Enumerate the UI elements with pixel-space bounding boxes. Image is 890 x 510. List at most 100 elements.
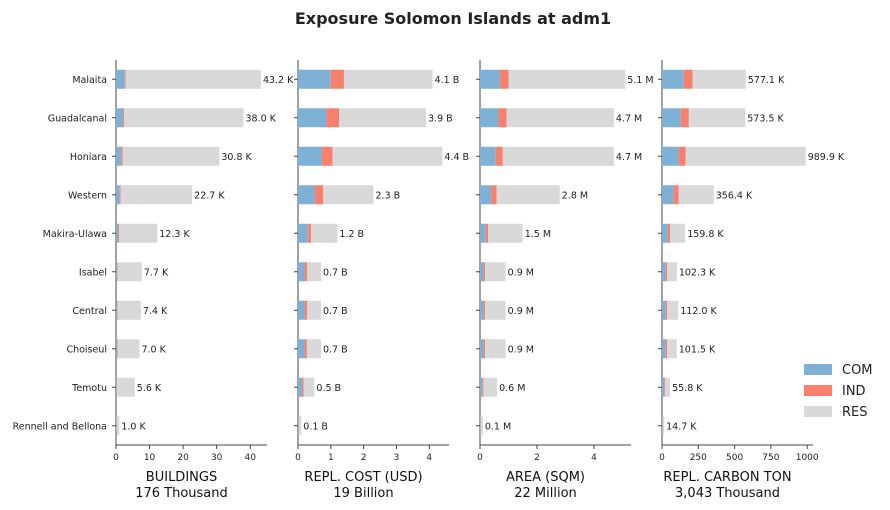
bar-ind	[307, 223, 312, 243]
bar-com	[662, 185, 674, 205]
bar-ind	[124, 69, 126, 89]
total-label: 989.9 K	[808, 152, 845, 163]
bar-com	[662, 377, 665, 397]
bar-com	[298, 146, 322, 166]
bar-com	[298, 377, 302, 397]
x-axis-label: AREA (SQM)	[506, 470, 585, 485]
bar-res	[688, 108, 746, 128]
bar-res	[116, 416, 120, 436]
total-label: 1.2 B	[339, 229, 364, 240]
x-tick-label: 10	[144, 453, 156, 463]
bar-res	[508, 69, 626, 89]
bar-res	[665, 377, 671, 397]
total-label: 22.7 K	[194, 190, 225, 201]
total-label: 577.1 K	[748, 75, 785, 86]
bar-res	[692, 69, 746, 89]
total-label: 0.1 M	[485, 421, 511, 432]
bar-res	[667, 300, 679, 320]
bar-res	[117, 300, 141, 320]
panel-2: 0 2 4 5.1 M 4.7 M 4.7 M 2.8 M 1.5 M 0.9 M 0.9 M 0.…	[476, 60, 654, 501]
x-tick-label: 4	[426, 453, 432, 463]
bar-res	[311, 223, 338, 243]
legend-swatch-com	[804, 364, 832, 375]
legend: COM IND RES	[804, 363, 873, 420]
category-label: Guadalcanal	[48, 113, 107, 124]
bar-ind	[665, 300, 668, 320]
bar-com	[662, 262, 666, 282]
x-tick-label: 3	[394, 453, 400, 463]
x-tick-label: 0	[659, 453, 665, 463]
total-label: 0.5 B	[316, 383, 341, 394]
x-tick-label: 4	[591, 453, 597, 463]
bar-com	[662, 146, 679, 166]
bar-com	[298, 185, 316, 205]
bar-ind	[117, 262, 118, 282]
bar-com	[298, 69, 331, 89]
bar-res	[303, 377, 315, 397]
total-label: 102.3 K	[679, 267, 716, 278]
bar-ind	[483, 262, 486, 282]
x-tick-label: 20	[177, 453, 189, 463]
bar-ind	[321, 146, 333, 166]
total-label: 4.7 M	[616, 152, 642, 163]
bar-com	[662, 108, 681, 128]
bar-res	[667, 339, 677, 359]
total-label: 159.8 K	[687, 229, 724, 240]
total-label: 1.5 M	[525, 229, 551, 240]
bar-com	[480, 339, 484, 359]
bar-com	[298, 339, 305, 359]
bar-ind	[665, 262, 668, 282]
bar-com	[480, 146, 496, 166]
bar-res	[485, 262, 506, 282]
panel-1: 0 1 2 3 4 4.1 B 3.9 B 4.4 B 2.3 B 1.2 B 0.7 B 0.7 B…	[294, 60, 469, 501]
total-label: 0.7 B	[323, 306, 348, 317]
bar-ind	[304, 300, 308, 320]
bar-com	[116, 223, 119, 243]
bar-ind	[680, 108, 689, 128]
bar-com	[116, 377, 117, 397]
x-axis-subtitle: 19 Billion	[333, 486, 393, 501]
bar-ind	[330, 69, 344, 89]
bar-com	[480, 377, 483, 397]
bar-ind	[117, 339, 118, 359]
total-label: 0.9 M	[508, 344, 534, 355]
bar-res	[483, 377, 498, 397]
bar-ind	[304, 339, 307, 359]
bar-res	[117, 339, 140, 359]
total-label: 4.1 B	[435, 75, 460, 86]
total-label: 7.4 K	[143, 306, 168, 317]
bar-res	[485, 300, 506, 320]
total-label: 0.6 M	[499, 383, 525, 394]
x-tick-label: 2	[361, 453, 367, 463]
bar-ind	[326, 108, 340, 128]
bar-ind	[498, 108, 507, 128]
category-label: Malaita	[72, 75, 107, 86]
category-label: Honiara	[70, 152, 107, 163]
bar-com	[116, 300, 118, 320]
bar-res	[685, 146, 806, 166]
total-label: 3.9 B	[428, 113, 453, 124]
bar-ind	[485, 223, 488, 243]
bar-res	[496, 185, 560, 205]
x-axis-label: REPL. COST (USD)	[304, 470, 422, 485]
x-tick-label: 2	[534, 453, 540, 463]
bar-ind	[499, 69, 509, 89]
x-tick-label: 1000	[796, 453, 819, 463]
bar-ind	[673, 185, 679, 205]
legend-label-com: COM	[842, 363, 873, 378]
bar-ind	[483, 339, 486, 359]
bar-ind	[121, 146, 123, 166]
bar-com	[480, 223, 486, 243]
legend-label-ind: IND	[842, 384, 866, 399]
total-label: 356.4 K	[716, 190, 753, 201]
bar-ind	[665, 339, 668, 359]
bar-com	[116, 146, 122, 166]
bar-res	[662, 416, 665, 436]
bar-res	[669, 223, 686, 243]
category-label: Rennell and Bellona	[13, 421, 107, 432]
bar-ind	[483, 300, 486, 320]
total-label: 12.3 K	[159, 229, 190, 240]
legend-label-res: RES	[842, 405, 868, 420]
